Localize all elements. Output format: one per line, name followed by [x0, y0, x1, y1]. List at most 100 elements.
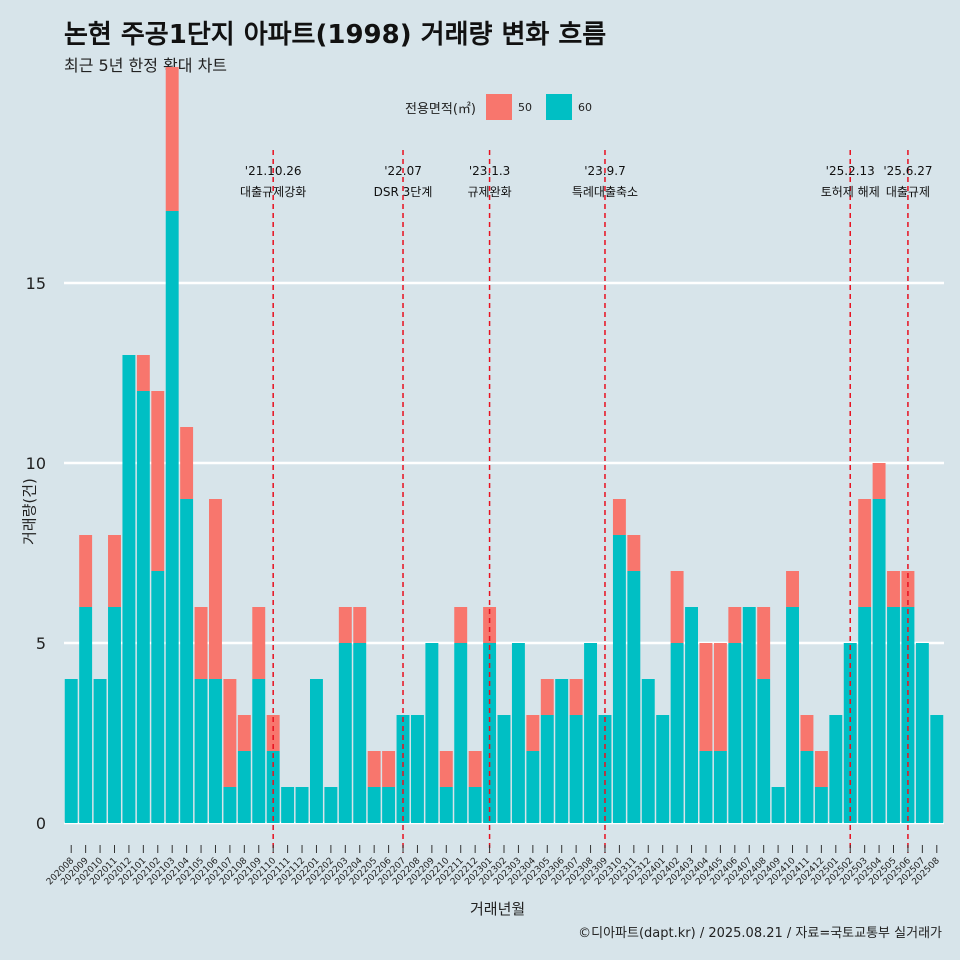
bar-60-202103 [165, 211, 179, 823]
bar-50-202505 [887, 571, 900, 607]
bar-60-202208 [410, 715, 424, 823]
bar-60-202106 [209, 679, 222, 823]
bar-60-202406 [728, 643, 742, 823]
bar-50-202504 [872, 463, 886, 499]
bar-50-202204 [353, 607, 367, 643]
bar-60-202112 [295, 787, 309, 823]
bar-60-202308 [584, 643, 598, 823]
bar-60-202010 [93, 679, 107, 823]
bar-50-202206 [382, 751, 396, 787]
bar-50-202104 [180, 427, 194, 499]
y-axis-label: 거래량(건) [20, 478, 39, 545]
bar-60-202303 [511, 643, 525, 823]
bar-60-202506 [901, 607, 915, 823]
bar-60-202111 [281, 787, 295, 823]
bar-60-202209 [425, 643, 439, 823]
bar-50-202105 [194, 607, 208, 679]
bar-60-202304 [526, 751, 540, 823]
bar-60-202302 [497, 715, 511, 823]
chart-title: 논현 주공1단지 아파트(1998) 거래량 변화 흐름 [64, 20, 607, 50]
legend: 전용면적(㎡) 50 60 [405, 92, 600, 122]
event-label: DSR 3단계 [374, 185, 433, 199]
bar-50-202506 [901, 571, 915, 607]
event-date: '22.07 [384, 164, 422, 178]
bar-60-202412 [814, 787, 828, 823]
bar-50-202402 [670, 571, 684, 643]
bar-50-202203 [338, 607, 352, 643]
bar-60-202405 [713, 751, 727, 823]
chart-subtitle: 최근 5년 한정 확대 차트 [64, 56, 228, 75]
bar-60-202109 [252, 679, 266, 823]
y-tick-label: 15 [26, 274, 46, 293]
event-date: '25.2.13 [826, 164, 875, 178]
bar-60-202310 [612, 535, 626, 823]
event-date: '23.1.3 [469, 164, 510, 178]
event-label: 대출규제 [886, 185, 930, 199]
bar-60-202407 [742, 607, 756, 823]
bar-50-202412 [814, 751, 828, 787]
bar-60-202311 [627, 571, 641, 823]
bar-50-202110 [266, 715, 280, 751]
x-axis-label: 거래년월 [470, 900, 526, 918]
legend-swatch-50 [485, 94, 512, 120]
bar-50-202410 [786, 571, 799, 607]
bar-50-202212 [468, 751, 482, 787]
bar-60-202507 [915, 643, 929, 823]
bar-50-202503 [858, 499, 872, 607]
bar-60-202410 [786, 607, 799, 823]
bar-50-202404 [699, 643, 713, 751]
bar-50-202205 [367, 751, 381, 787]
bar-50-202310 [612, 499, 626, 535]
bar-60-202104 [180, 499, 194, 823]
bar-60-202207 [396, 715, 410, 823]
bar-50-202405 [713, 643, 727, 751]
bar-50-202211 [454, 607, 468, 643]
bar-60-202508 [930, 715, 944, 823]
bar-60-202504 [872, 499, 886, 823]
bar-60-202404 [699, 751, 713, 823]
bar-50-202106 [209, 499, 222, 679]
bar-60-202101 [136, 391, 150, 823]
bar-60-202503 [858, 607, 872, 823]
bar-60-202205 [367, 787, 381, 823]
bar-50-202311 [627, 535, 641, 571]
bar-60-202301 [483, 643, 497, 823]
bar-50-202107 [223, 679, 237, 787]
bar-60-202107 [223, 787, 237, 823]
legend-label-50: 50 [517, 100, 532, 114]
bar-60-202110 [266, 751, 280, 823]
bar-60-202409 [771, 787, 785, 823]
y-tick-label: 5 [36, 634, 46, 653]
event-label: 규제완화 [467, 185, 511, 199]
bar-60-202203 [338, 643, 352, 823]
event-label: 대출규제강화 [240, 185, 306, 199]
y-tick-label: 0 [36, 814, 46, 833]
bar-50-202102 [151, 391, 165, 571]
bar-50-202103 [165, 67, 179, 211]
y-tick-label: 10 [26, 454, 46, 473]
bar-60-202306 [555, 679, 569, 823]
bar-60-202108 [237, 751, 251, 823]
bar-50-202101 [136, 355, 150, 391]
bar-60-202011 [108, 607, 121, 823]
bar-60-202505 [887, 607, 900, 823]
bar-50-202210 [439, 751, 453, 787]
bar-50-202304 [526, 715, 540, 751]
bar-50-202109 [252, 607, 266, 679]
bar-60-202211 [454, 643, 468, 823]
bar-50-202011 [108, 535, 121, 607]
bar-60-202501 [829, 715, 843, 823]
bar-60-202202 [324, 787, 338, 823]
event-label: 토허제 해제 [821, 185, 880, 199]
bar-50-202411 [800, 715, 814, 751]
bar-60-202307 [569, 715, 583, 823]
bar-60-202102 [151, 571, 165, 823]
bar-60-202212 [468, 787, 482, 823]
bar-50-202408 [757, 607, 771, 679]
bar-50-202307 [569, 679, 583, 715]
bar-60-202402 [670, 643, 684, 823]
bar-60-202204 [353, 643, 367, 823]
bar-60-202201 [309, 679, 323, 823]
